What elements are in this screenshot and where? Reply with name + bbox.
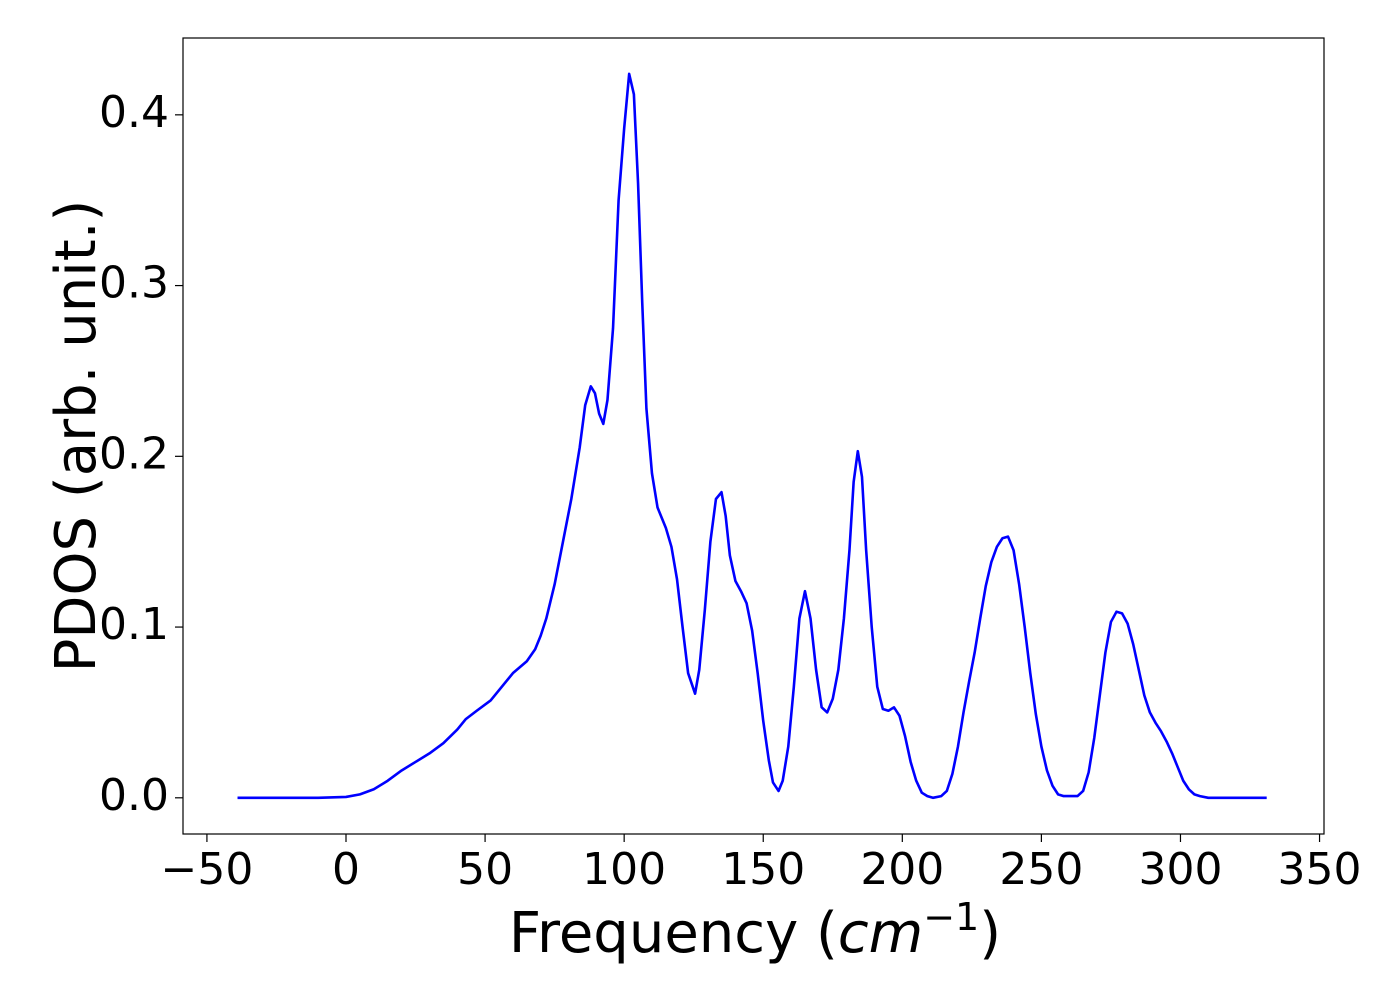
x-tick-label: 200	[860, 844, 944, 895]
y-axis-label: PDOS (arb. unit.)	[44, 200, 109, 673]
x-tick-label: 50	[457, 844, 513, 895]
x-label-superscript: −1	[923, 895, 979, 939]
x-tick-label: 100	[582, 844, 666, 895]
y-tick-label: 0.1	[99, 599, 169, 650]
x-tick-label: 250	[999, 844, 1083, 895]
x-tick-label: 150	[721, 844, 805, 895]
x-tick-label: 300	[1138, 844, 1222, 895]
y-tick-label: 0.4	[99, 87, 169, 138]
x-tick-label: 350	[1278, 844, 1362, 895]
x-tick-label: −50	[160, 844, 253, 895]
x-axis-label: Frequency (cm−1)	[509, 895, 1001, 966]
x-label-end: )	[979, 901, 1001, 966]
data-line	[237, 72, 1267, 800]
x-label-text: Frequency (	[509, 901, 838, 966]
y-tick-label: 0.0	[99, 770, 169, 821]
x-tick-label: 0	[332, 844, 360, 895]
x-label-math: cm	[838, 901, 923, 966]
plot-frame	[182, 37, 1325, 835]
y-tick-label: 0.2	[99, 428, 169, 479]
y-tick-label: 0.3	[99, 258, 169, 309]
